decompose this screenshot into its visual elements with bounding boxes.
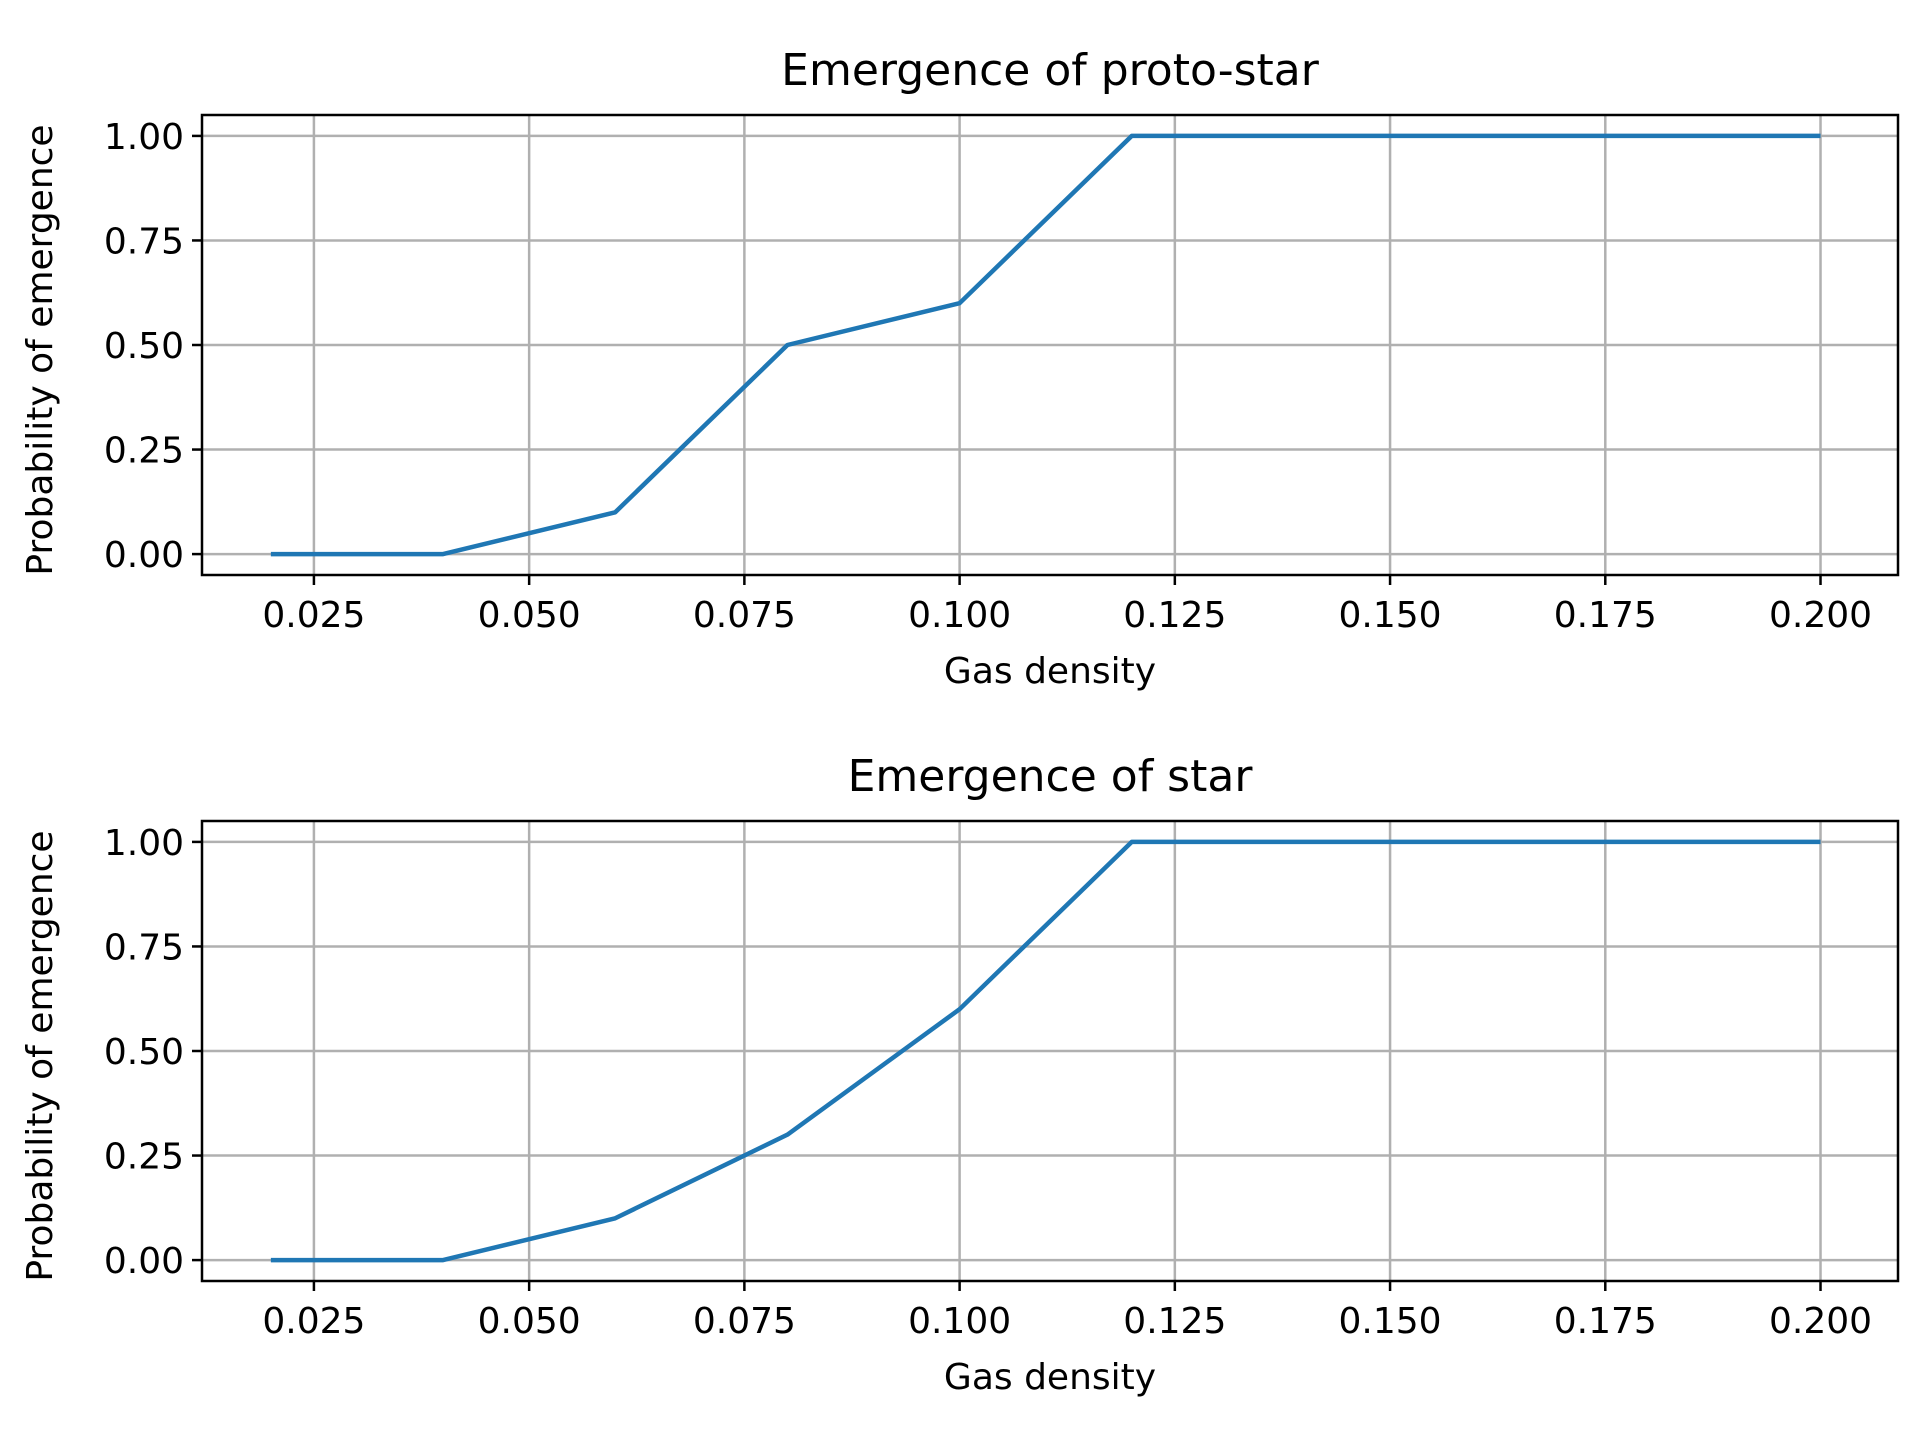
x-tick-label: 0.025 [262, 1301, 365, 1342]
x-tick-label: 0.175 [1554, 595, 1657, 636]
y-tick-label: 0.75 [104, 221, 184, 262]
y-tick-label: 1.00 [104, 117, 184, 158]
y-tick-label: 1.00 [104, 823, 184, 864]
chart-title: Emergence of proto-star [781, 45, 1320, 96]
y-axis-label: Probability of emergence [20, 124, 61, 575]
y-tick-label: 0.00 [104, 1241, 184, 1282]
x-axis-label: Gas density [944, 1357, 1156, 1398]
x-tick-label: 0.100 [908, 1301, 1011, 1342]
x-tick-label: 0.175 [1554, 1301, 1657, 1342]
subplot-2: 0.025 0.050 0.075 0.100 0.125 0.150 0.175 0.200… [20, 751, 1900, 1398]
x-tick-label: 0.200 [1769, 1301, 1872, 1342]
x-tick-label: 0.125 [1123, 1301, 1226, 1342]
axes-frame [200, 819, 1900, 1283]
x-tick-label: 0.050 [478, 1301, 581, 1342]
y-tick-label: 0.00 [104, 535, 184, 576]
x-tick-label: 0.125 [1123, 595, 1226, 636]
x-tick-label: 0.150 [1339, 595, 1442, 636]
y-tick-label: 0.50 [104, 1032, 184, 1073]
x-tick-label: 0.075 [693, 1301, 796, 1342]
subplot-1: 0.025 0.050 0.075 0.100 0.125 0.150 0.175 0.200… [20, 45, 1900, 692]
series-line [270, 839, 1821, 1263]
x-tick-label: 0.150 [1339, 1301, 1442, 1342]
x-tick-label: 0.050 [478, 595, 581, 636]
y-tick-label: 0.75 [104, 927, 184, 968]
y-tick-label: 0.25 [104, 1137, 184, 1178]
y-axis-label: Probability of emergence [20, 830, 61, 1281]
x-tick-label: 0.075 [693, 595, 796, 636]
x-tick-label: 0.200 [1769, 595, 1872, 636]
y-tick-label: 0.50 [104, 326, 184, 367]
chart-title: Emergence of star [848, 751, 1254, 802]
y-tick-label: 0.25 [104, 431, 184, 472]
series-line [270, 133, 1821, 557]
x-tick-label: 0.025 [262, 595, 365, 636]
axes-frame [200, 113, 1900, 577]
x-axis-label: Gas density [944, 651, 1156, 692]
x-tick-label: 0.100 [908, 595, 1011, 636]
